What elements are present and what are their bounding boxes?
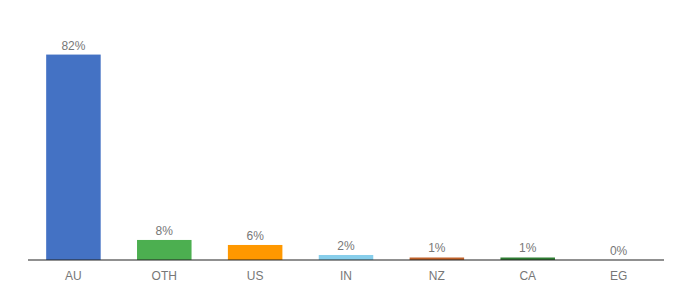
bars: [46, 55, 555, 260]
x-axis-line: [28, 259, 664, 260]
x-tick-label: US: [247, 269, 264, 283]
x-tick-label: EG: [610, 269, 627, 283]
data-label: 1%: [519, 241, 537, 255]
x-tick-label: NZ: [429, 269, 445, 283]
x-tick-label: AU: [65, 269, 82, 283]
data-label: 2%: [337, 239, 355, 253]
data-label: 82%: [61, 39, 85, 53]
bar: [137, 240, 192, 260]
bar: [228, 245, 283, 260]
x-tick-label: OTH: [152, 269, 177, 283]
data-label: 6%: [246, 229, 264, 243]
bar: [319, 255, 374, 260]
data-label: 0%: [610, 244, 628, 258]
x-tick-label: CA: [519, 269, 536, 283]
chart: 82% 8% 6% 2% 1% 1% 0% AU OTH US IN NZ CA EG: [0, 0, 680, 300]
x-tick-label: IN: [340, 269, 352, 283]
data-label: 1%: [428, 241, 446, 255]
page: {"chart_data": {"type": "bar", "categori…: [0, 0, 680, 300]
data-labels: 82% 8% 6% 2% 1% 1% 0%: [61, 39, 627, 258]
chart-container: 82% 8% 6% 2% 1% 1% 0% AU OTH US IN NZ CA EG: [0, 0, 680, 300]
x-axis: AU OTH US IN NZ CA EG: [65, 269, 627, 283]
bar: [46, 55, 101, 260]
data-label: 8%: [156, 224, 174, 238]
